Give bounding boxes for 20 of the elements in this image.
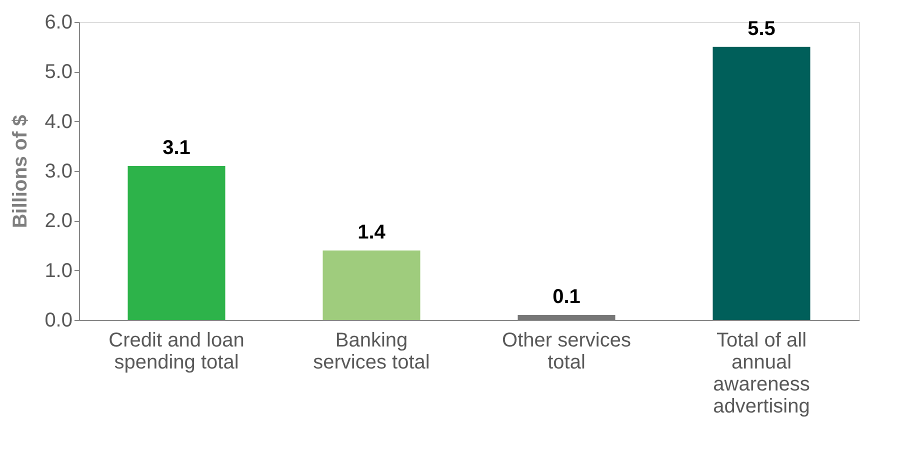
y-axis-title: Billions of $ <box>10 114 32 228</box>
data-label: 1.4 <box>358 221 386 244</box>
y-tick-label: 0.0 <box>44 310 72 332</box>
x-tick-label: Credit and loan spending total <box>108 330 244 374</box>
x-tick-label: Other services total <box>502 330 631 374</box>
y-tick-label: 2.0 <box>44 210 72 232</box>
bar <box>128 166 226 320</box>
x-tick-label: Total of all annual awareness advertising <box>713 330 810 418</box>
bar <box>322 250 420 320</box>
y-tick-label: 3.0 <box>44 160 72 182</box>
y-tick-label: 6.0 <box>44 12 72 34</box>
bar <box>712 46 810 320</box>
y-tick-label: 4.0 <box>44 110 72 133</box>
y-tick-label: 5.0 <box>44 61 72 84</box>
data-label: 0.1 <box>552 286 580 308</box>
x-tick-label: Banking services total <box>313 330 430 374</box>
data-label: 3.1 <box>162 137 190 160</box>
y-tick-label: 1.0 <box>44 260 72 282</box>
bar <box>518 315 616 320</box>
data-label: 5.5 <box>748 18 776 40</box>
